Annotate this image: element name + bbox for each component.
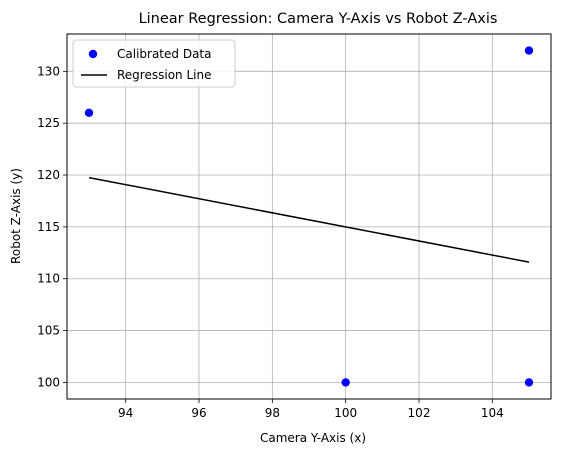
y-tick-label: 120	[37, 168, 60, 182]
y-axis-label: Robot Z-Axis (y)	[9, 168, 23, 264]
y-tick-label: 125	[37, 116, 60, 130]
chart-title: Linear Regression: Camera Y-Axis vs Robo…	[139, 11, 498, 27]
y-tick-label: 130	[37, 64, 60, 78]
data-point	[84, 108, 94, 118]
regression-line	[88, 176, 530, 263]
legend-marker-scatter	[88, 49, 98, 59]
grid	[67, 34, 551, 399]
y-tick-label: 115	[37, 220, 60, 234]
y-tick-label: 100	[37, 375, 60, 389]
y-tick-label: 110	[37, 272, 60, 286]
x-tick-label: 96	[191, 406, 206, 420]
data-point	[524, 378, 534, 387]
legend-label: Calibrated Data	[117, 47, 211, 61]
x-axis-label: Camera Y-Axis (x)	[260, 431, 366, 445]
data-point	[524, 46, 534, 55]
x-tick-label: 102	[408, 406, 431, 420]
x-tick-label: 100	[334, 406, 357, 420]
legend-label: Regression Line	[117, 68, 211, 82]
x-tick-label: 104	[481, 406, 504, 420]
x-tick-label: 94	[118, 406, 133, 420]
series-layer	[84, 46, 534, 387]
y-tick-label: 105	[37, 324, 60, 338]
x-tick-label: 98	[265, 406, 280, 420]
ticks: 94 96 98 100 102 104 100 105 110 115 120 125 130	[37, 64, 504, 420]
legend: Calibrated Data Regression Line	[72, 39, 236, 88]
data-point	[341, 378, 350, 387]
plot-frame	[66, 33, 552, 400]
legend-box	[72, 39, 236, 88]
